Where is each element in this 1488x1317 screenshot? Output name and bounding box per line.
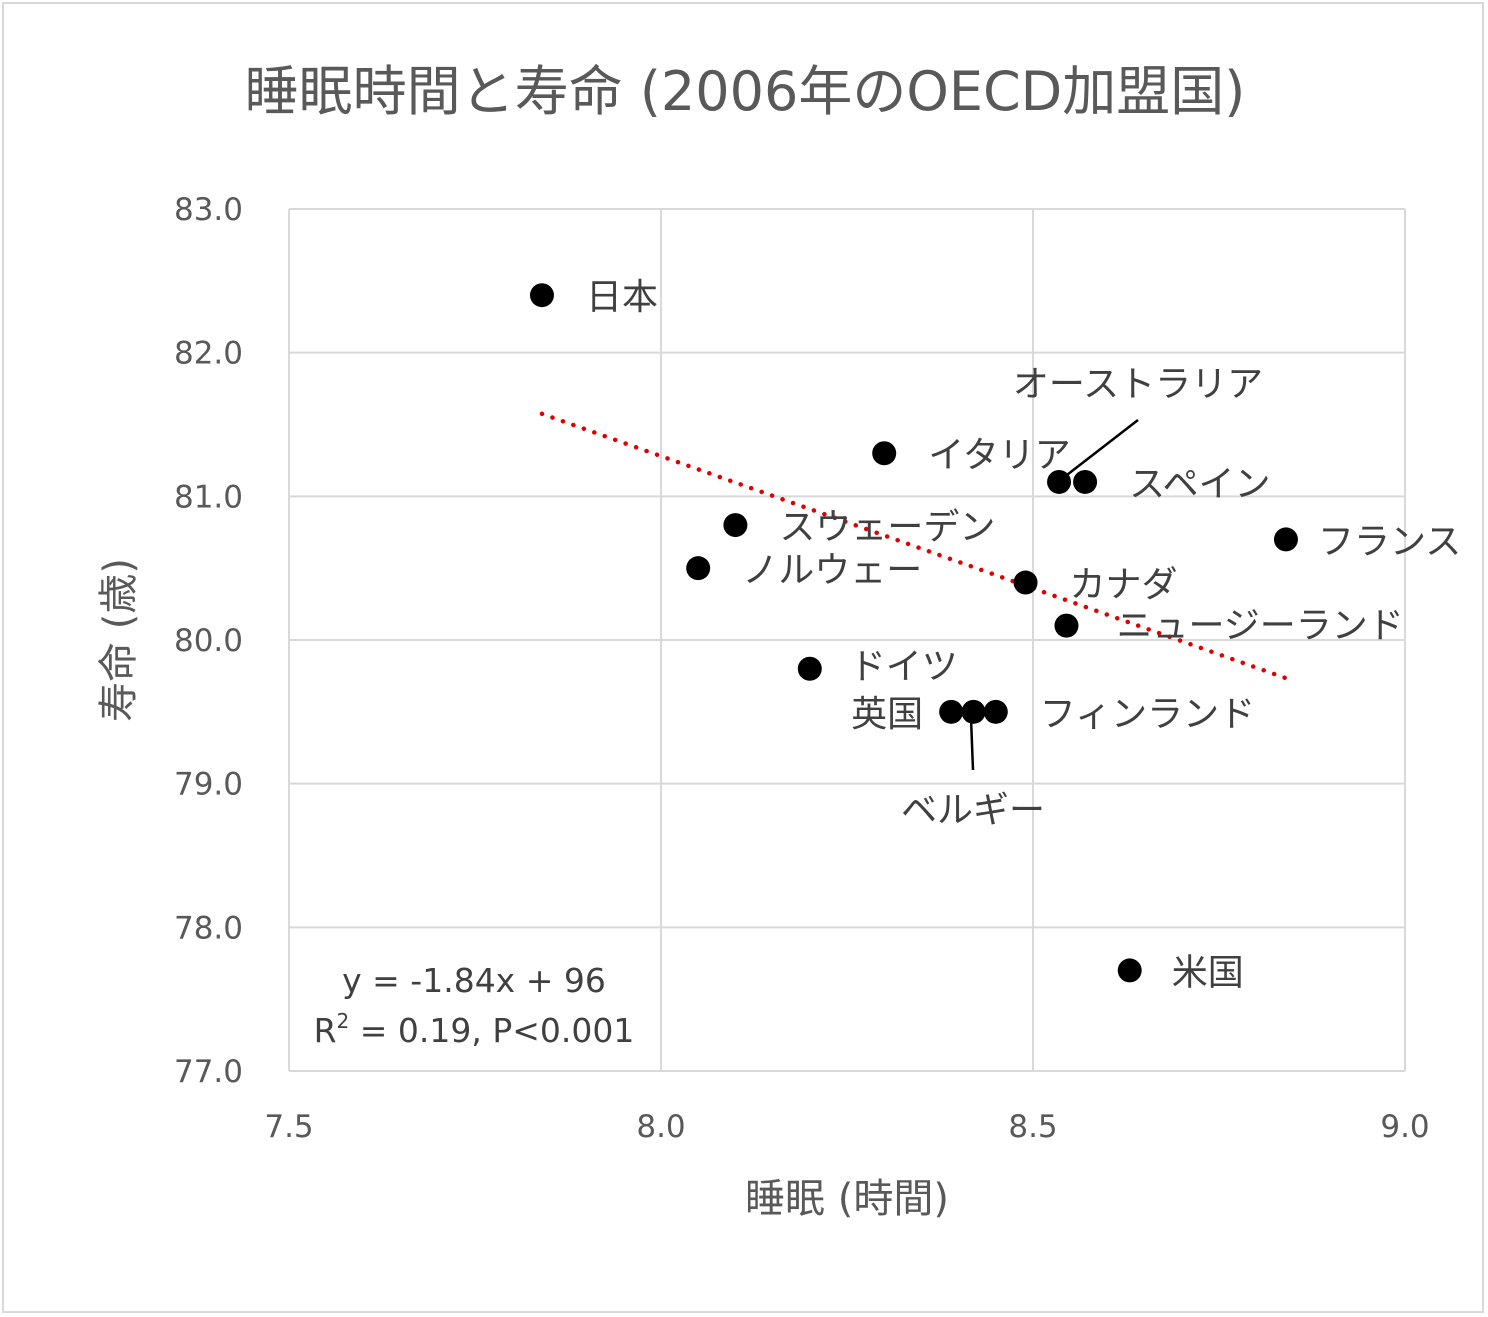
trendline: [539, 411, 1289, 681]
label-leader-line: [1062, 419, 1139, 479]
data-label: ドイツ: [850, 647, 958, 688]
x-tick-label: 8.5: [1008, 1109, 1057, 1145]
data-point: [529, 283, 554, 308]
data-label: フィンランド: [1040, 694, 1255, 735]
data-label: スウェーデン: [779, 507, 995, 548]
r2-label: R: [314, 1011, 337, 1050]
data-label: カナダ: [1070, 565, 1178, 606]
data-label: フランス: [1318, 521, 1461, 562]
chart-title: 睡眠時間と寿命 (2006年のOECD加盟国): [245, 60, 1246, 123]
label-leader-lines: [969, 419, 1139, 771]
r2-value: = 0.19, P<0.001: [349, 1011, 634, 1050]
data-points: [529, 283, 1298, 983]
trendline-equation: y = -1.84x + 96: [342, 961, 606, 1000]
data-point: [1013, 570, 1038, 595]
data-label: ノルウェー: [742, 550, 922, 591]
data-point: [797, 656, 822, 681]
data-label: 日本: [586, 277, 658, 318]
y-tick-label: 83.0: [174, 192, 243, 228]
data-point: [961, 699, 986, 724]
y-axis-title: 寿命 (歳): [96, 558, 142, 722]
data-label: イタリア: [928, 435, 1071, 476]
trendline-path: [539, 411, 1289, 681]
x-tick-label: 8.0: [636, 1109, 685, 1145]
data-point: [723, 513, 748, 538]
r2-superscript: 2: [337, 1009, 350, 1033]
y-tick-label: 80.0: [174, 623, 243, 659]
x-tick-label: 9.0: [1380, 1109, 1429, 1145]
data-label: 米国: [1172, 952, 1244, 993]
data-label: スペイン: [1129, 464, 1270, 505]
data-point: [1054, 613, 1079, 638]
data-point: [939, 699, 964, 724]
y-tick-label: 79.0: [174, 767, 243, 803]
data-point: [983, 699, 1008, 724]
data-point: [686, 556, 711, 581]
data-label: 英国: [851, 694, 923, 735]
data-label: オーストラリア: [1013, 364, 1263, 405]
data-point: [872, 441, 897, 466]
y-tick-label: 81.0: [174, 479, 243, 515]
data-point: [1273, 527, 1298, 552]
data-point: [1073, 469, 1098, 494]
grid: [288, 208, 1406, 1072]
trendline-stats: R2 = 0.19, P<0.001: [314, 1009, 635, 1050]
y-tick-label: 77.0: [174, 1054, 243, 1090]
data-point: [1117, 958, 1142, 983]
tick-labels: 7.5 8.0 8.5 9.0 77.0 78.0 79.0 80.0 81.0 82.0 83.0: [174, 192, 1430, 1145]
label-leader-line: [969, 717, 975, 771]
data-label: ニュージーランド: [1116, 606, 1403, 647]
x-axis-title: 睡眠 (時間): [745, 1176, 949, 1222]
x-tick-label: 7.5: [264, 1109, 313, 1145]
y-tick-label: 78.0: [174, 910, 243, 946]
data-label: ベルギー: [901, 790, 1045, 831]
y-tick-label: 82.0: [174, 336, 243, 372]
data-point: [1047, 469, 1072, 494]
